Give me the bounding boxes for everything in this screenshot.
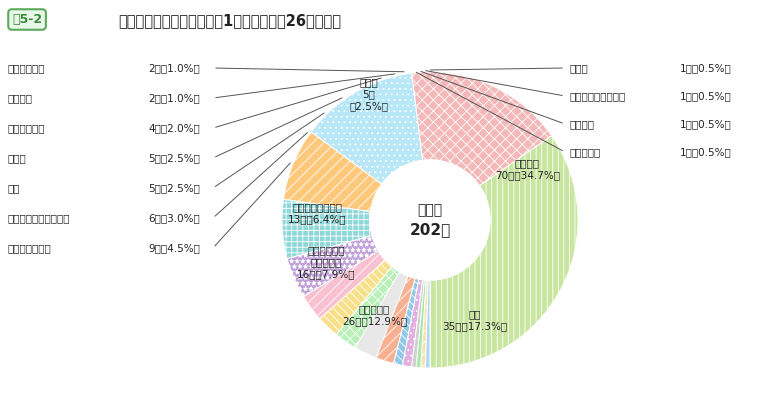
Wedge shape bbox=[416, 280, 426, 368]
Text: 2人（1.0%）: 2人（1.0%） bbox=[148, 93, 200, 103]
Wedge shape bbox=[303, 251, 385, 319]
Wedge shape bbox=[356, 272, 408, 358]
Wedge shape bbox=[376, 276, 415, 364]
Text: 70人（34.7%）: 70人（34.7%） bbox=[495, 170, 560, 180]
Text: 1人（0.5%）: 1人（0.5%） bbox=[680, 91, 732, 101]
Text: 踏み抜き: 踏み抜き bbox=[570, 119, 595, 129]
Text: その他: その他 bbox=[359, 77, 378, 87]
Text: 交通事故（その他）: 交通事故（その他） bbox=[570, 91, 626, 101]
Text: 1人（0.5%）: 1人（0.5%） bbox=[680, 147, 732, 157]
Wedge shape bbox=[421, 280, 428, 368]
Text: 5人（2.5%）: 5人（2.5%） bbox=[148, 183, 200, 193]
Text: 4人（2.0%）: 4人（2.0%） bbox=[148, 123, 200, 133]
Text: はさまれ・巻き込まれ: はさまれ・巻き込まれ bbox=[8, 213, 71, 223]
Text: 動作の反動・: 動作の反動・ bbox=[308, 246, 345, 256]
Text: 図5-2: 図5-2 bbox=[12, 13, 42, 26]
Wedge shape bbox=[426, 280, 430, 368]
Text: 激突: 激突 bbox=[8, 183, 21, 193]
Wedge shape bbox=[311, 73, 423, 184]
Text: 武道訓練: 武道訓練 bbox=[515, 158, 540, 168]
Text: 1人（0.5%）: 1人（0.5%） bbox=[680, 119, 732, 129]
Text: 転倒: 転倒 bbox=[469, 310, 481, 320]
Text: 6人（3.0%）: 6人（3.0%） bbox=[148, 213, 200, 223]
Text: 飛来・落下: 飛来・落下 bbox=[570, 147, 601, 157]
Wedge shape bbox=[320, 260, 392, 335]
Wedge shape bbox=[412, 280, 424, 367]
Text: 5人（2.5%）: 5人（2.5%） bbox=[148, 153, 200, 163]
Text: 26人（12.9%）: 26人（12.9%） bbox=[342, 316, 407, 326]
Circle shape bbox=[370, 160, 490, 280]
Wedge shape bbox=[282, 199, 372, 259]
Text: 切れ・こすれ: 切れ・こすれ bbox=[8, 123, 46, 133]
Text: 5人: 5人 bbox=[363, 89, 375, 99]
Wedge shape bbox=[283, 132, 382, 212]
Text: おぼれ: おぼれ bbox=[570, 63, 589, 73]
Text: 202人: 202人 bbox=[410, 222, 451, 238]
Text: 死傷者: 死傷者 bbox=[417, 203, 442, 217]
Text: 16人（7.9%）: 16人（7.9%） bbox=[297, 270, 356, 280]
Text: レク・スポーツ: レク・スポーツ bbox=[8, 243, 52, 253]
Wedge shape bbox=[337, 266, 400, 348]
Text: 特殊危険災害: 特殊危険災害 bbox=[8, 63, 46, 73]
Text: 13人（6.4%）: 13人（6.4%） bbox=[288, 214, 347, 224]
Text: 激突され: 激突され bbox=[8, 93, 33, 103]
Wedge shape bbox=[287, 236, 378, 297]
Text: 無理な動作: 無理な動作 bbox=[311, 258, 342, 268]
Text: 2人（1.0%）: 2人（1.0%） bbox=[148, 63, 200, 73]
Text: 墜落・転落: 墜落・転落 bbox=[359, 304, 390, 314]
Text: 交通事故（道路）: 交通事故（道路） bbox=[292, 202, 342, 212]
Wedge shape bbox=[412, 72, 552, 186]
Wedge shape bbox=[394, 278, 419, 366]
Text: 9人（4.5%）: 9人（4.5%） bbox=[148, 243, 200, 253]
Text: 35人（17.3%）: 35人（17.3%） bbox=[442, 322, 508, 332]
Text: 事故の型別死傷者数〔休業1日以上（平成26年度）〕: 事故の型別死傷者数〔休業1日以上（平成26年度）〕 bbox=[118, 13, 341, 28]
Wedge shape bbox=[430, 136, 578, 368]
Text: 1人（0.5%）: 1人（0.5%） bbox=[680, 63, 732, 73]
Text: （2.5%）: （2.5%） bbox=[350, 101, 388, 111]
Text: 暴行等: 暴行等 bbox=[8, 153, 27, 163]
Wedge shape bbox=[403, 279, 423, 367]
